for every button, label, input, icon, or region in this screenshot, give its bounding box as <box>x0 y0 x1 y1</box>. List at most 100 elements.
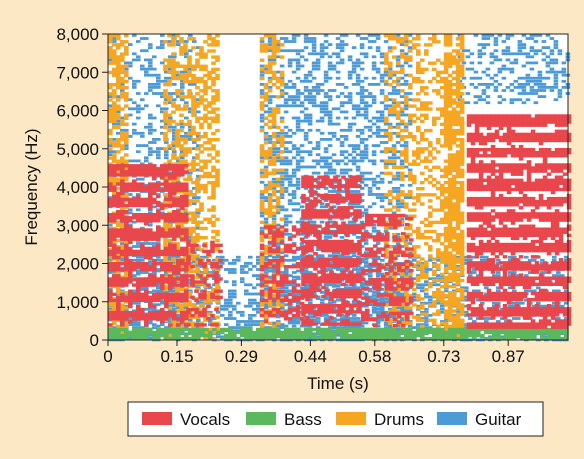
spectrogram-cell <box>295 202 301 206</box>
spectrogram-cell <box>228 310 233 314</box>
spectrogram-cell <box>344 326 349 329</box>
spectrogram-cell <box>303 138 309 141</box>
spectrogram-cell <box>211 116 216 120</box>
spectrogram-cell <box>275 110 281 114</box>
spectrogram-cell <box>120 266 125 270</box>
spectrogram-cell <box>493 73 499 77</box>
spectrogram-cell <box>564 289 569 293</box>
spectrogram-cell <box>108 223 113 227</box>
spectrogram-cell <box>403 125 409 129</box>
spectrogram-cell <box>299 159 305 163</box>
spectrogram-cell <box>537 76 543 80</box>
spectrogram-cell <box>359 101 365 105</box>
spectrogram-cell <box>112 55 117 59</box>
spectrogram-cell <box>203 300 208 304</box>
spectrogram-cell <box>376 304 381 308</box>
spectrogram-cell <box>279 104 285 108</box>
spectrogram-cell <box>529 55 535 59</box>
spectrogram-cell <box>175 141 180 145</box>
spectrogram-cell <box>195 61 200 65</box>
spectrogram-cell <box>404 268 409 271</box>
spectrogram-cell <box>532 304 537 308</box>
spectrogram-cell <box>303 187 309 190</box>
spectrogram-cell <box>379 89 385 92</box>
spectrogram-cell <box>267 46 273 50</box>
spectrogram-cell <box>376 295 381 299</box>
spectrogram-cell <box>316 255 321 259</box>
spectrogram-cell <box>271 141 277 145</box>
spectrogram-cell <box>517 98 523 102</box>
spectrogram-cell <box>364 292 369 296</box>
spectrogram-cell <box>557 52 563 56</box>
spectrogram-cell <box>275 205 281 209</box>
spectrogram-cell <box>363 37 369 40</box>
spectrogram-cell <box>347 101 353 105</box>
spectrogram-cell <box>172 274 177 277</box>
spectrogram-cell <box>331 281 337 285</box>
spectrogram-cell <box>456 310 461 314</box>
spectrogram-cell <box>525 73 531 77</box>
spectrogram-cell <box>416 314 421 317</box>
spectrogram-cell <box>331 89 337 92</box>
spectrogram-cell <box>191 76 196 81</box>
spectrogram-cell <box>533 49 539 53</box>
spectrogram-cell <box>295 92 301 95</box>
spectrogram-cell <box>187 122 192 127</box>
spectrogram-cell <box>335 162 341 166</box>
spectrogram-cell <box>521 76 527 80</box>
spectrogram-cell <box>124 86 129 90</box>
spectrogram-cell <box>347 122 353 126</box>
spectrogram-cell <box>112 70 117 75</box>
spectrogram-cell <box>112 125 117 130</box>
spectrogram-cell <box>215 257 220 261</box>
spectrogram-cell <box>167 128 172 133</box>
spectrogram-cell <box>116 95 121 98</box>
spectrogram-cell <box>275 131 281 135</box>
spectrogram-cell <box>163 135 168 139</box>
spectrogram-cell <box>196 286 201 290</box>
spectrogram-cell <box>275 46 281 50</box>
spectrogram-cell <box>120 107 125 111</box>
spectrogram-cell <box>156 150 161 154</box>
spectrogram-cell <box>307 98 313 102</box>
spectrogram-cell <box>291 101 297 105</box>
spectrogram-cell <box>380 317 385 320</box>
spectrogram-cell <box>375 125 381 129</box>
spectrogram-cell <box>156 208 161 212</box>
spectrogram-cell <box>120 156 125 160</box>
spectrogram-cell <box>517 49 523 53</box>
spectrogram-cell <box>140 288 145 291</box>
spectrogram-cell <box>481 70 487 74</box>
spectrogram-cell <box>128 323 133 326</box>
spectrogram-cell <box>216 268 221 271</box>
spectrogram-cell <box>108 107 113 111</box>
spectrogram-cell <box>355 61 361 65</box>
spectrogram-cell <box>412 295 417 299</box>
spectrogram-cell <box>355 107 361 111</box>
spectrogram-cell <box>168 40 173 43</box>
spectrogram-cell <box>280 286 285 290</box>
spectrogram-cell <box>552 304 557 308</box>
spectrogram-cell <box>355 263 361 267</box>
spectrogram-cell <box>319 83 325 86</box>
spectrogram-cell <box>391 89 397 92</box>
spectrogram-cell <box>132 274 137 277</box>
spectrogram-cell <box>267 101 273 105</box>
spectrogram-cell <box>267 171 273 176</box>
spectrogram-cell <box>440 307 445 311</box>
spectrogram-cell <box>203 92 208 96</box>
spectrogram-cell <box>375 291 381 294</box>
spectrogram-cell <box>203 107 208 111</box>
spectrogram-cell <box>295 95 301 98</box>
spectrogram-cell <box>348 317 353 320</box>
spectrogram-cell <box>363 144 369 147</box>
spectrogram-cell <box>331 67 337 71</box>
spectrogram-cell <box>116 76 121 81</box>
spectrogram-cell <box>497 58 503 62</box>
spectrogram-cell <box>379 193 385 196</box>
spectrogram-cell <box>323 52 329 56</box>
spectrogram-cell <box>187 162 192 166</box>
spectrogram-cell <box>351 70 357 74</box>
spectrogram-cell <box>400 292 405 296</box>
spectrogram-cell <box>533 101 539 105</box>
